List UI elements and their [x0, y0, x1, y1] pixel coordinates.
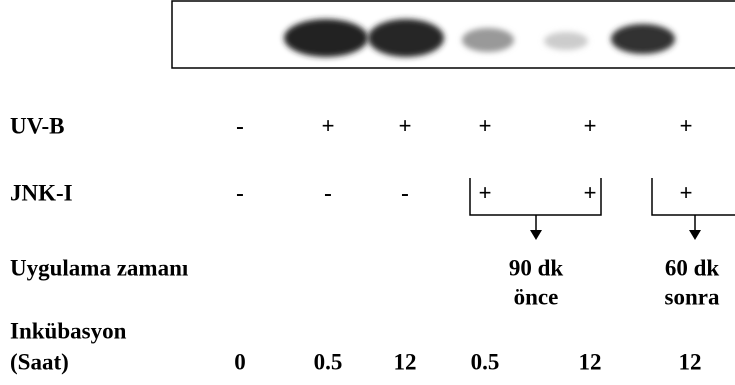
cell: - [236, 180, 244, 205]
cell: + [478, 180, 491, 205]
cell: + [679, 113, 692, 138]
row-label: JNK-I [10, 180, 73, 205]
cell: - [401, 180, 409, 205]
group-label: önce [514, 284, 559, 309]
band [544, 32, 588, 50]
blot [172, 1, 735, 68]
band [284, 19, 368, 57]
cell: 12 [579, 349, 602, 374]
cell: + [583, 180, 596, 205]
cell: + [398, 113, 411, 138]
band [368, 19, 444, 57]
bracket [652, 178, 735, 215]
cell: + [478, 113, 491, 138]
band [611, 24, 675, 54]
brackets [470, 178, 735, 232]
group-label: 60 dk [665, 255, 720, 280]
cell: 0.5 [314, 349, 343, 374]
cell: 0 [234, 349, 246, 374]
figure: UV-B - + + + + + JNK-I - - - + + + Uygul… [0, 0, 735, 385]
cell: - [236, 113, 244, 138]
cell: 0.5 [471, 349, 500, 374]
group-label: 90 dk [509, 255, 564, 280]
cell: + [583, 113, 596, 138]
group-label: sonra [665, 284, 720, 309]
cell: - [324, 180, 332, 205]
cell: 12 [679, 349, 702, 374]
arrow-head [530, 230, 542, 240]
row-label: (Saat) [10, 349, 69, 374]
arrow-head [689, 230, 701, 240]
row-label: Inkübasyon [10, 318, 127, 343]
row-label: Uygulama zamanı [10, 255, 189, 280]
cell: + [321, 113, 334, 138]
row-label: UV-B [10, 113, 65, 138]
cell: + [679, 180, 692, 205]
band [462, 28, 514, 52]
cell: 12 [394, 349, 417, 374]
